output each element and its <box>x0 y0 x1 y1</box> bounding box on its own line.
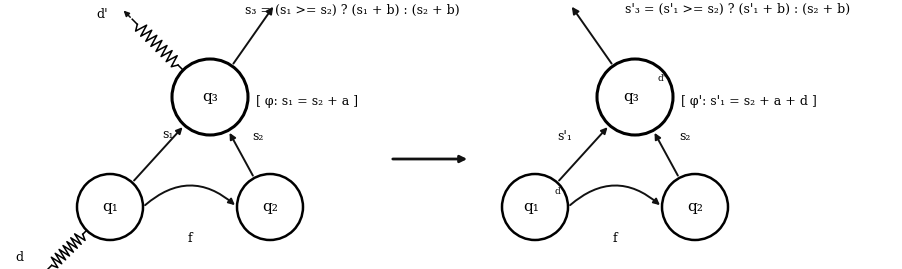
Text: s₂: s₂ <box>253 130 263 143</box>
Text: s₁: s₁ <box>162 128 174 140</box>
Text: q₃: q₃ <box>202 90 218 104</box>
Text: [ φ: s₁ = s₂ + a ]: [ φ: s₁ = s₂ + a ] <box>256 95 358 108</box>
Text: [ φ': s'₁ = s₂ + a + d ]: [ φ': s'₁ = s₂ + a + d ] <box>681 95 817 108</box>
Text: s₃ = (s₁ >= s₂) ? (s₁ + b) : (s₂ + b): s₃ = (s₁ >= s₂) ? (s₁ + b) : (s₂ + b) <box>245 3 460 16</box>
Text: q₁: q₁ <box>523 200 538 214</box>
Text: s'₃ = (s'₁ >= s₂) ? (s'₁ + b) : (s₂ + b): s'₃ = (s'₁ >= s₂) ? (s'₁ + b) : (s₂ + b) <box>625 2 850 16</box>
Text: s₂: s₂ <box>679 130 691 143</box>
Text: d': d' <box>658 75 666 83</box>
Text: f: f <box>612 232 617 246</box>
Text: s'₁: s'₁ <box>557 130 573 143</box>
Text: q₁: q₁ <box>102 200 118 214</box>
Text: q₃: q₃ <box>623 90 639 104</box>
Text: d': d' <box>97 8 108 21</box>
Text: f: f <box>188 232 192 246</box>
Text: d: d <box>15 251 23 264</box>
Text: q₂: q₂ <box>262 200 278 214</box>
Text: q₂: q₂ <box>687 200 703 214</box>
Text: d: d <box>554 187 560 196</box>
